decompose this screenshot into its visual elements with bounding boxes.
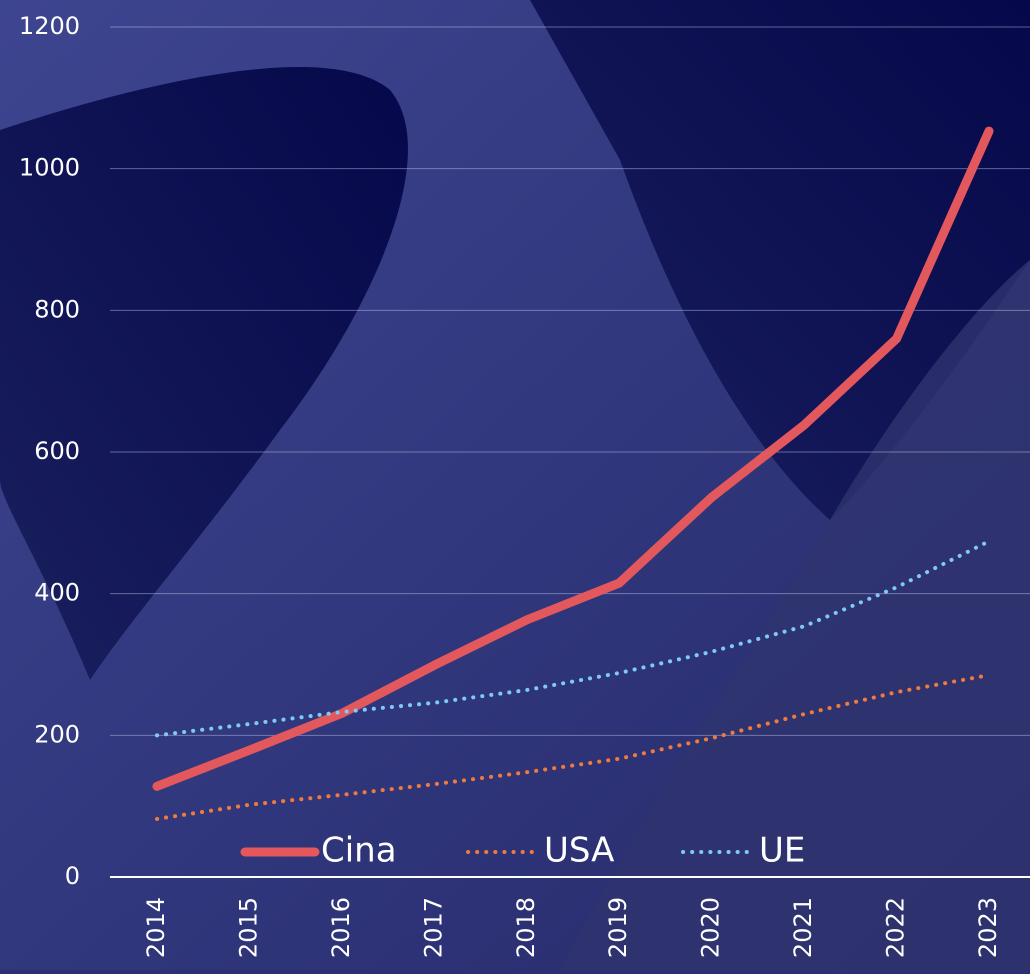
x-tick-label: 2022	[882, 897, 910, 958]
y-tick-label: 600	[34, 437, 80, 465]
x-tick-label: 2014	[142, 897, 170, 958]
y-tick-label: 200	[34, 720, 80, 748]
x-tick-label: 2016	[327, 897, 355, 958]
x-tick-label: 2020	[697, 897, 725, 958]
x-tick-label: 2021	[789, 897, 817, 958]
legend-label: USA	[544, 831, 614, 871]
y-tick-label: 1000	[19, 154, 80, 182]
x-tick-label: 2018	[512, 897, 540, 958]
x-tick-label: 2015	[234, 897, 262, 958]
x-tick-label: 2017	[419, 897, 447, 958]
page: 0 200 400 600 800 1000 1200 2014 2015 2016 2017 201…	[0, 0, 1030, 970]
legend-label: Cina	[321, 831, 397, 871]
x-tick-label: 2019	[604, 897, 632, 958]
chart: 0 200 400 600 800 1000 1200 2014 2015 2016 2017 201…	[0, 0, 1030, 970]
y-tick-label: 0	[65, 862, 80, 890]
y-tick-label: 400	[34, 579, 80, 607]
y-tick-label: 800	[34, 295, 80, 323]
legend-label: UE	[759, 831, 805, 871]
y-tick-label: 1200	[19, 12, 80, 40]
x-tick-label: 2023	[974, 897, 1002, 958]
